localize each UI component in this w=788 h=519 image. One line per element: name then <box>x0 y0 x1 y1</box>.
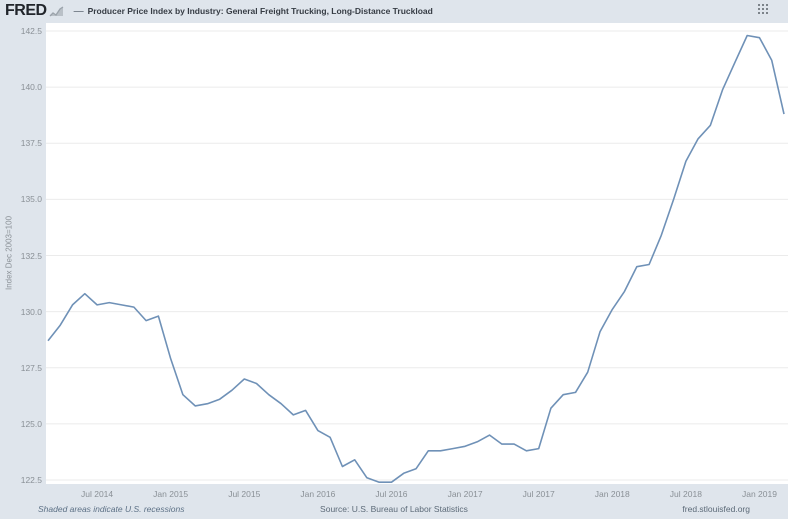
fred-logo-chart-icon <box>49 4 64 22</box>
x-tick-label: Jul 2015 <box>228 489 261 499</box>
legend-line-swatch: — <box>73 5 84 17</box>
chart-svg <box>46 30 788 484</box>
fred-logo: FRED <box>5 2 47 19</box>
y-tick-label: 137.5 <box>20 138 42 149</box>
series-legend: — Producer Price Index by Industry: Gene… <box>74 6 433 17</box>
series-title: Producer Price Index by Industry: Genera… <box>87 6 433 16</box>
recession-note: Shaded areas indicate U.S. recessions <box>38 504 185 514</box>
x-tick-label: Jan 2019 <box>741 489 777 499</box>
plot-area[interactable] <box>46 23 788 484</box>
y-tick-label: 127.5 <box>20 362 42 373</box>
fred-site-link[interactable]: fred.stlouisfed.org <box>682 504 750 514</box>
y-tick-label: 130.0 <box>20 306 42 317</box>
x-tick-label: Jul 2018 <box>669 489 702 499</box>
y-tick-label: 142.5 <box>20 26 42 36</box>
source-note: Source: U.S. Bureau of Labor Statistics <box>320 504 468 514</box>
y-tick-label: 125.0 <box>20 418 42 429</box>
y-tick-label: 122.5 <box>20 475 42 485</box>
series-line <box>47 34 785 484</box>
x-tick-label: Jan 2017 <box>447 489 483 499</box>
x-tick-label: Jan 2016 <box>300 489 336 499</box>
y-tick-label: 140.0 <box>20 82 42 93</box>
x-tick-label: Jul 2014 <box>80 489 114 499</box>
chart-options-grid-icon[interactable] <box>758 4 771 17</box>
x-tick-label: Jan 2015 <box>153 489 189 499</box>
y-tick-label: 135.0 <box>20 194 42 205</box>
x-tick-label: Jul 2017 <box>522 489 555 499</box>
x-tick-label: Jul 2016 <box>375 489 408 499</box>
chart-header: FRED — Producer Price Index by Industry:… <box>0 0 788 22</box>
x-tick-label: Jan 2018 <box>594 489 630 499</box>
y-tick-label: 132.5 <box>20 250 42 261</box>
